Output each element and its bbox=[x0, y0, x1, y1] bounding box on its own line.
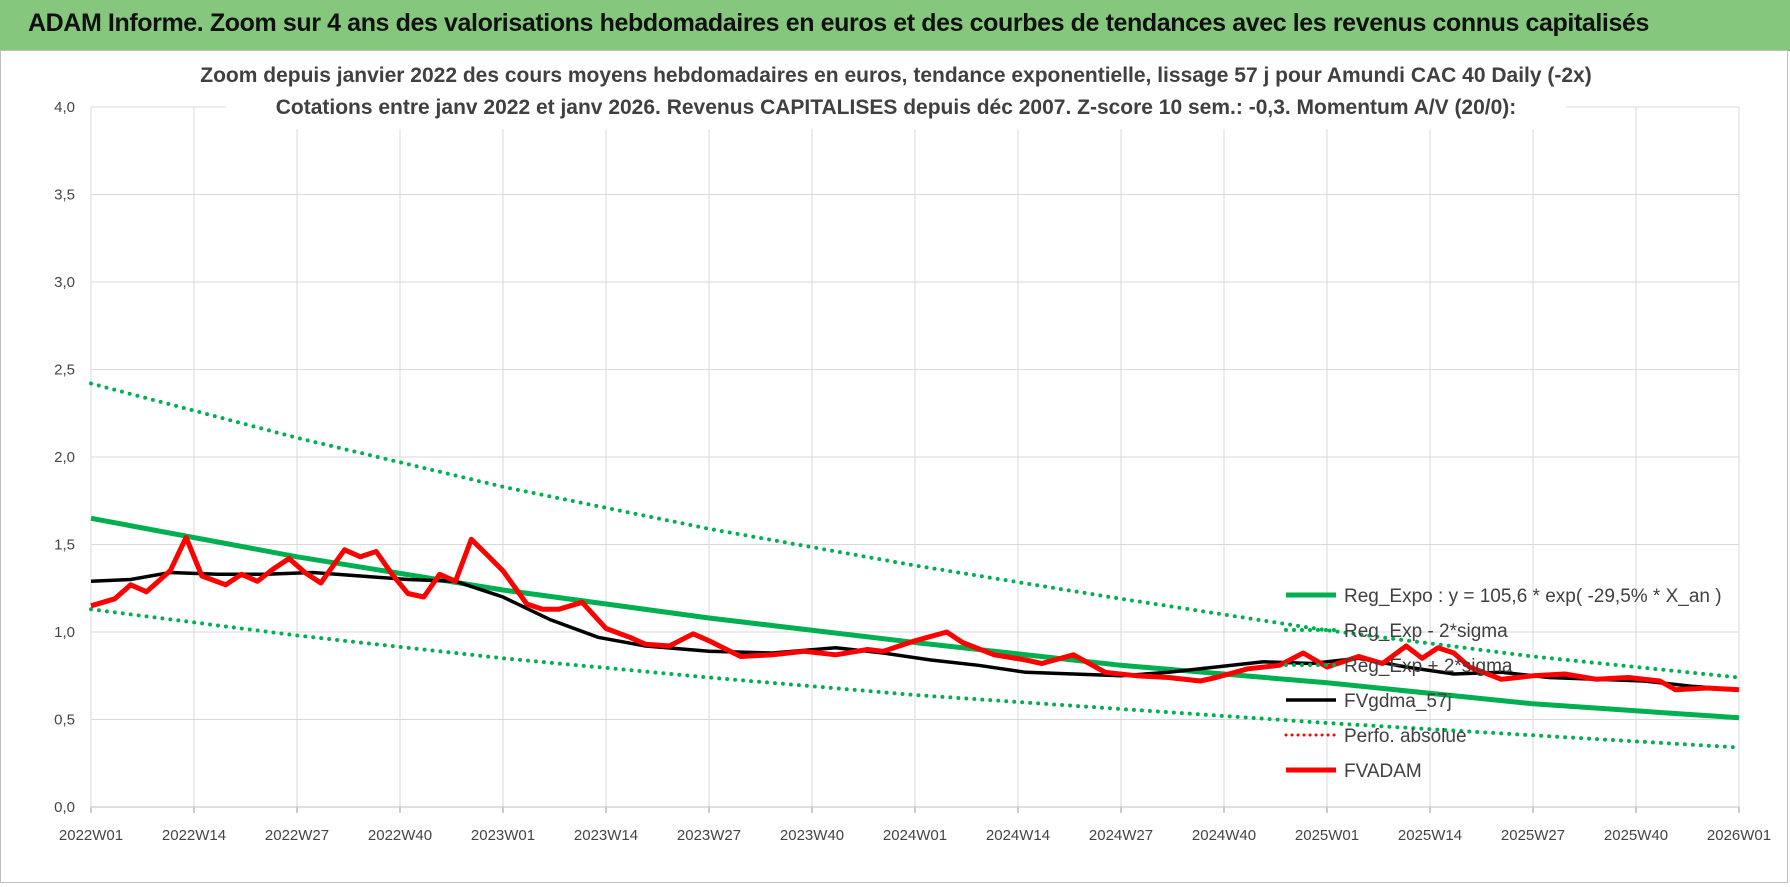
chart-title-line: Cotations entre janv 2022 et janv 2026. … bbox=[276, 96, 1517, 119]
axes: 0,0 0,5 1,0 1,5 2,0 2,5 3,0 3,5 4,0 2022W01 2022W1… bbox=[54, 99, 1771, 844]
x-tick-label: 2023W01 bbox=[471, 827, 535, 844]
chart-title: Zoom depuis janvier 2022 des cours moyen… bbox=[200, 59, 1592, 129]
legend: Reg_Expo : y = 105,6 * exp( -29,5% * X_a… bbox=[1284, 586, 1722, 782]
legend-label: Reg_Exp + 2*sigma bbox=[1344, 656, 1513, 677]
x-tick-label: 2025W01 bbox=[1295, 827, 1359, 844]
y-tick-label: 2,5 bbox=[54, 362, 75, 379]
chart-frame: 0,0 0,5 1,0 1,5 2,0 2,5 3,0 3,5 4,0 2022W01 2022W1… bbox=[0, 50, 1788, 883]
y-tick-label: 1,0 bbox=[54, 624, 75, 641]
x-tick-label: 2024W01 bbox=[883, 827, 947, 844]
legend-label: FVADAM bbox=[1344, 761, 1422, 782]
chart-title-line: Zoom depuis janvier 2022 des cours moyen… bbox=[200, 64, 1591, 87]
y-tick-label: 4,0 bbox=[54, 99, 75, 116]
x-tick-label: 2023W40 bbox=[780, 827, 844, 844]
series-reg-exp-2-sigma bbox=[89, 381, 1741, 680]
x-tick-label: 2025W14 bbox=[1398, 827, 1462, 844]
grid bbox=[90, 106, 1740, 808]
series-fvadam bbox=[90, 535, 1740, 693]
series-fvgdma-57j bbox=[90, 570, 1740, 692]
x-tick-label: 2022W01 bbox=[59, 827, 123, 844]
x-tick-label: 2023W14 bbox=[574, 827, 638, 844]
report-title: ADAM Informe. Zoom sur 4 ans des valoris… bbox=[28, 9, 1649, 37]
x-tick-label: 2026W01 bbox=[1707, 827, 1771, 844]
x-tick-label: 2024W40 bbox=[1192, 827, 1256, 844]
y-tick-label: 3,5 bbox=[54, 187, 75, 204]
x-tick-label: 2024W14 bbox=[986, 827, 1050, 844]
legend-label: FVgdma_57j bbox=[1344, 691, 1452, 712]
y-tick-label: 3,0 bbox=[54, 274, 75, 291]
y-tick-label: 0,0 bbox=[54, 799, 75, 816]
x-tick-label: 2022W27 bbox=[265, 827, 329, 844]
series bbox=[89, 381, 1741, 750]
x-tick-label: 2025W40 bbox=[1604, 827, 1668, 844]
x-tick-label: 2025W27 bbox=[1501, 827, 1565, 844]
legend-label: Reg_Exp - 2*sigma bbox=[1344, 621, 1508, 642]
y-tick-label: 2,0 bbox=[54, 449, 75, 466]
legend-label: Perfo. absolue bbox=[1344, 726, 1467, 747]
chart: 0,0 0,5 1,0 1,5 2,0 2,5 3,0 3,5 4,0 2022W01 2022W1… bbox=[54, 59, 1771, 844]
y-tick-label: 1,5 bbox=[54, 537, 75, 554]
legend-label: Reg_Expo : y = 105,6 * exp( -29,5% * X_a… bbox=[1344, 586, 1722, 607]
header-bar: ADAM Informe. Zoom sur 4 ans des valoris… bbox=[0, 0, 1790, 51]
chart-title-background bbox=[226, 59, 1566, 129]
x-tick-label: 2023W27 bbox=[677, 827, 741, 844]
x-tick-label: 2022W14 bbox=[162, 827, 226, 844]
y-tick-label: 0,5 bbox=[54, 712, 75, 729]
x-tick-label: 2022W40 bbox=[368, 827, 432, 844]
x-tick-label: 2024W27 bbox=[1089, 827, 1153, 844]
